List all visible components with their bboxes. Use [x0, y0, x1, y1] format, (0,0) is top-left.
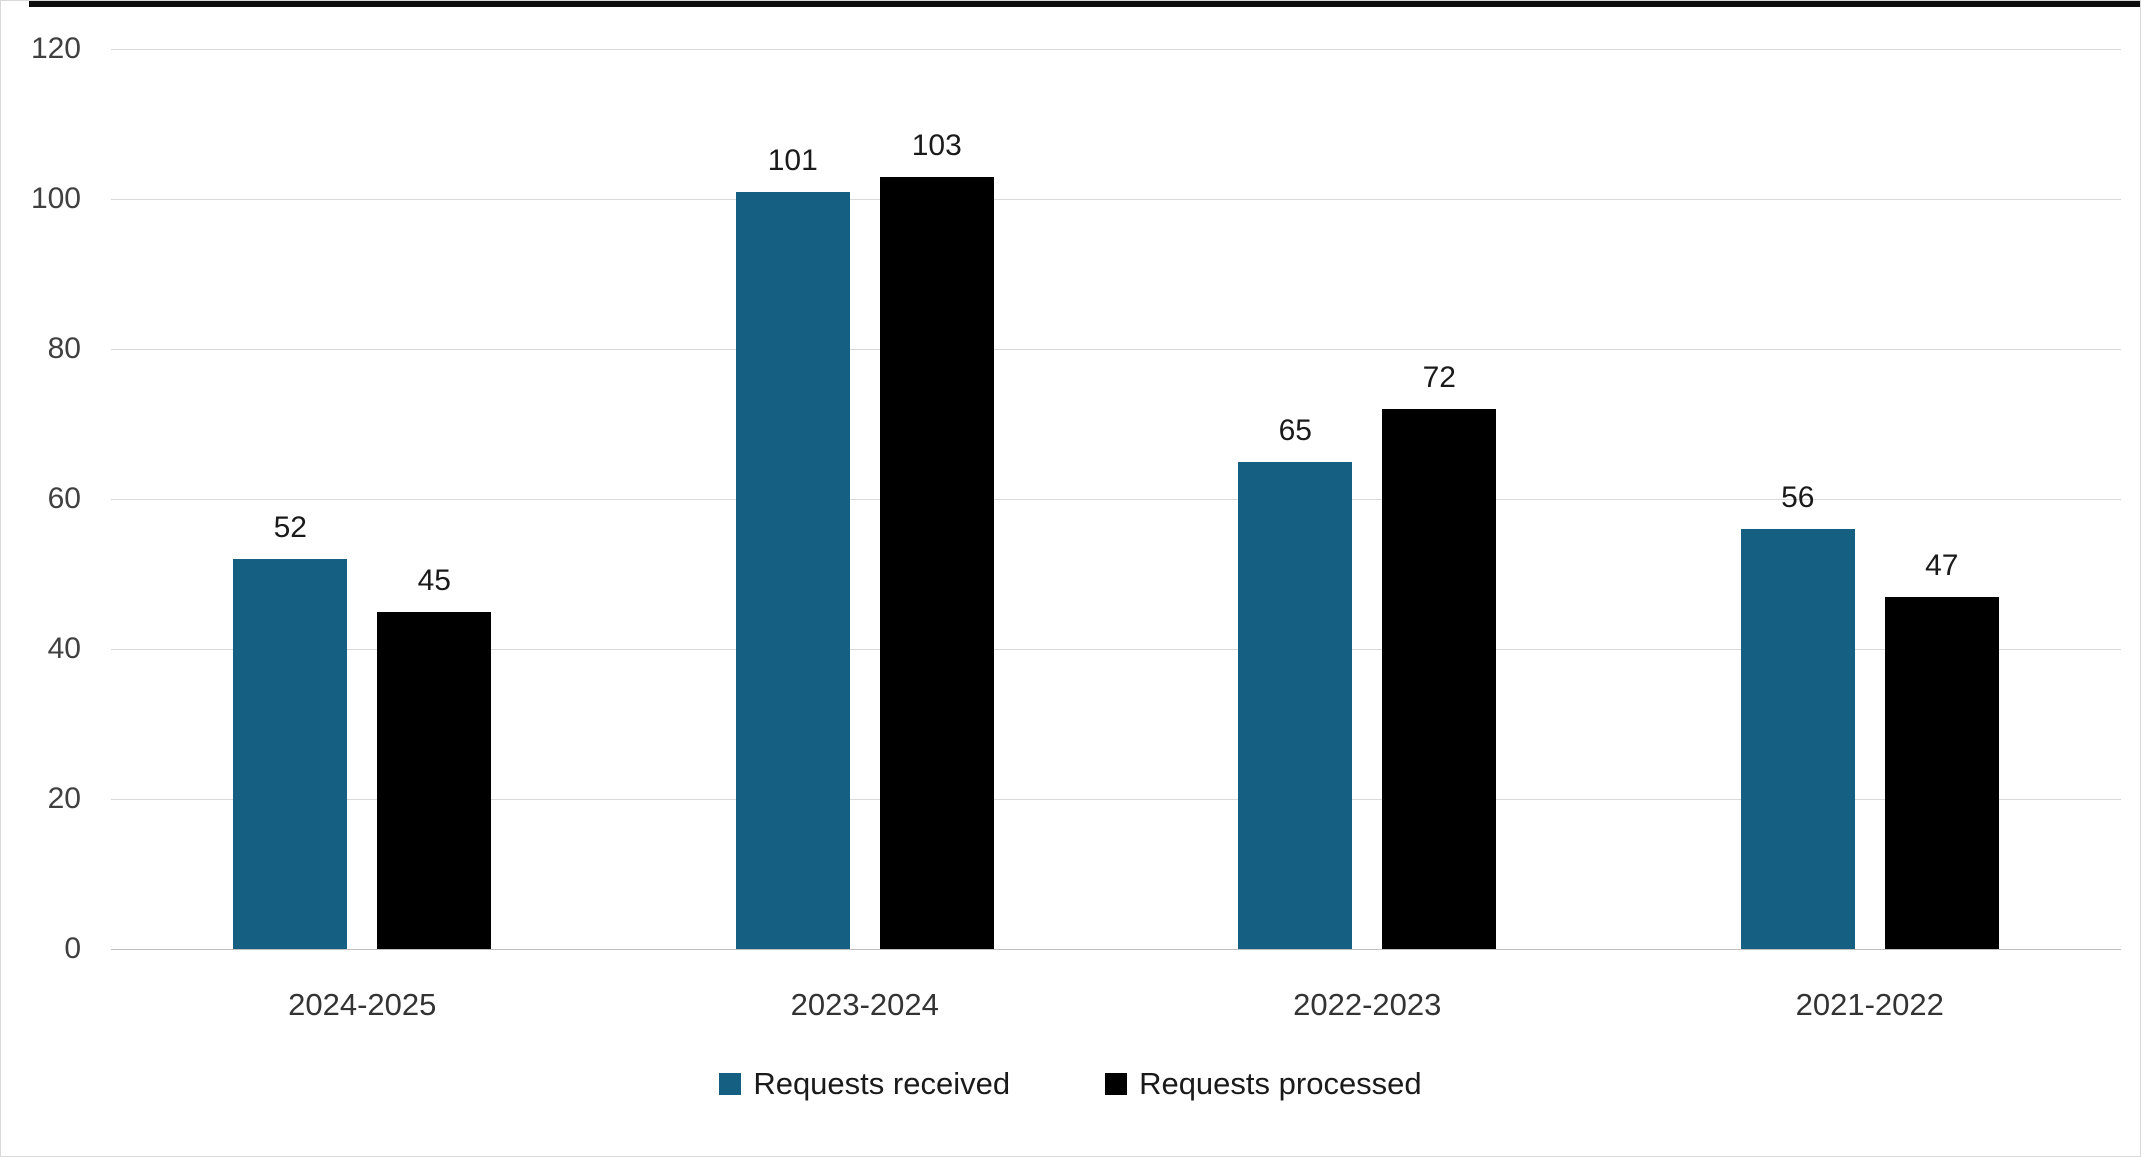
bar-received: [1740, 529, 1855, 949]
legend-swatch-icon: [1105, 1073, 1128, 1095]
gridline: [111, 349, 2121, 350]
legend-item: Requests processed: [1105, 1066, 1422, 1102]
x-axis-category-label: 2022-2023: [1293, 987, 1442, 1022]
top-border-line: [29, 1, 2140, 7]
x-axis-line: [111, 949, 2121, 950]
bar-value-label: 65: [1278, 413, 1312, 447]
y-axis-tick-label: 80: [47, 332, 81, 365]
bar-processed: [1382, 409, 1497, 949]
legend-label: Requests received: [753, 1066, 1011, 1101]
gridline: [111, 799, 2121, 800]
bar-received: [735, 191, 850, 949]
bar-received: [1238, 461, 1353, 949]
y-axis-tick-label: 0: [64, 932, 81, 965]
y-axis-tick-label: 100: [30, 182, 81, 215]
bar-processed: [879, 176, 994, 949]
y-axis-tick-label: 60: [47, 482, 81, 515]
legend-swatch-icon: [719, 1073, 742, 1095]
bar-processed: [1884, 596, 1999, 949]
bar-received: [233, 559, 348, 949]
x-axis-category-label: 2024-2025: [288, 987, 437, 1022]
gridline: [111, 199, 2121, 200]
legend-item: Requests received: [719, 1066, 1010, 1102]
x-axis-category-label: 2021-2022: [1795, 987, 1944, 1022]
bar-value-label: 101: [767, 143, 818, 177]
y-axis-tick-label: 120: [30, 32, 81, 65]
bar-value-label: 103: [911, 128, 962, 162]
bar-value-label: 56: [1781, 481, 1815, 514]
gridline: [111, 499, 2121, 500]
bar-value-label: 47: [1925, 548, 1959, 582]
bar-value-label: 52: [273, 511, 307, 544]
bar-value-label: 72: [1422, 361, 1456, 394]
legend-label: Requests processed: [1139, 1066, 1422, 1101]
chart-legend: Requests received Requests processed: [1, 1066, 2140, 1102]
x-axis-category-label: 2023-2024: [790, 987, 939, 1022]
y-axis-tick-label: 20: [47, 782, 81, 815]
bar-processed: [377, 611, 492, 949]
gridline: [111, 49, 2121, 50]
y-axis-tick-label: 40: [47, 632, 81, 665]
gridline: [111, 649, 2121, 650]
bar-value-label: 45: [417, 563, 451, 597]
